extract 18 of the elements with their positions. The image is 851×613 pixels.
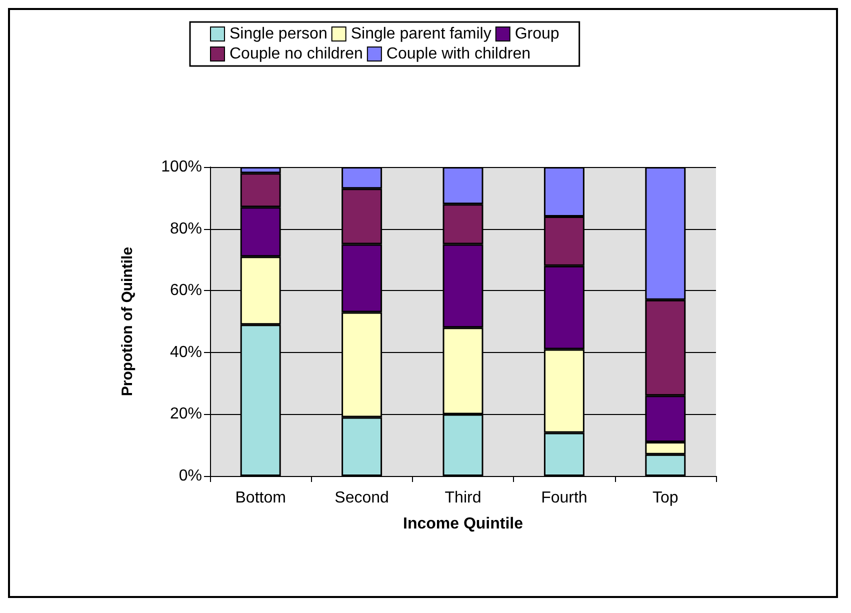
y-tick-label: 20% bbox=[170, 406, 202, 423]
y-tick-label: 100% bbox=[161, 158, 202, 176]
y-tick-label: 40% bbox=[170, 344, 202, 361]
legend-label: Couple with children bbox=[386, 46, 530, 62]
legend-label: Group bbox=[514, 26, 560, 42]
legend-label: Single person bbox=[230, 26, 328, 42]
y-tick-label: 0% bbox=[178, 468, 202, 484]
legend-label: Single parent family bbox=[350, 26, 492, 42]
legend-label: Couple no children bbox=[230, 46, 363, 62]
x-tick-label: Second bbox=[334, 490, 389, 506]
y-tick-label: 80% bbox=[170, 220, 202, 238]
x-tick-label: Top bbox=[652, 490, 678, 506]
x-tick-label: Third bbox=[444, 490, 482, 506]
y-tick-label: 60% bbox=[170, 282, 202, 300]
y-axis-title: Propotion of Quintile bbox=[119, 246, 136, 396]
x-axis-title: Income Quintile bbox=[402, 516, 524, 532]
x-tick-label: Fourth bbox=[541, 490, 588, 506]
x-tick-label: Bottom bbox=[235, 490, 286, 506]
